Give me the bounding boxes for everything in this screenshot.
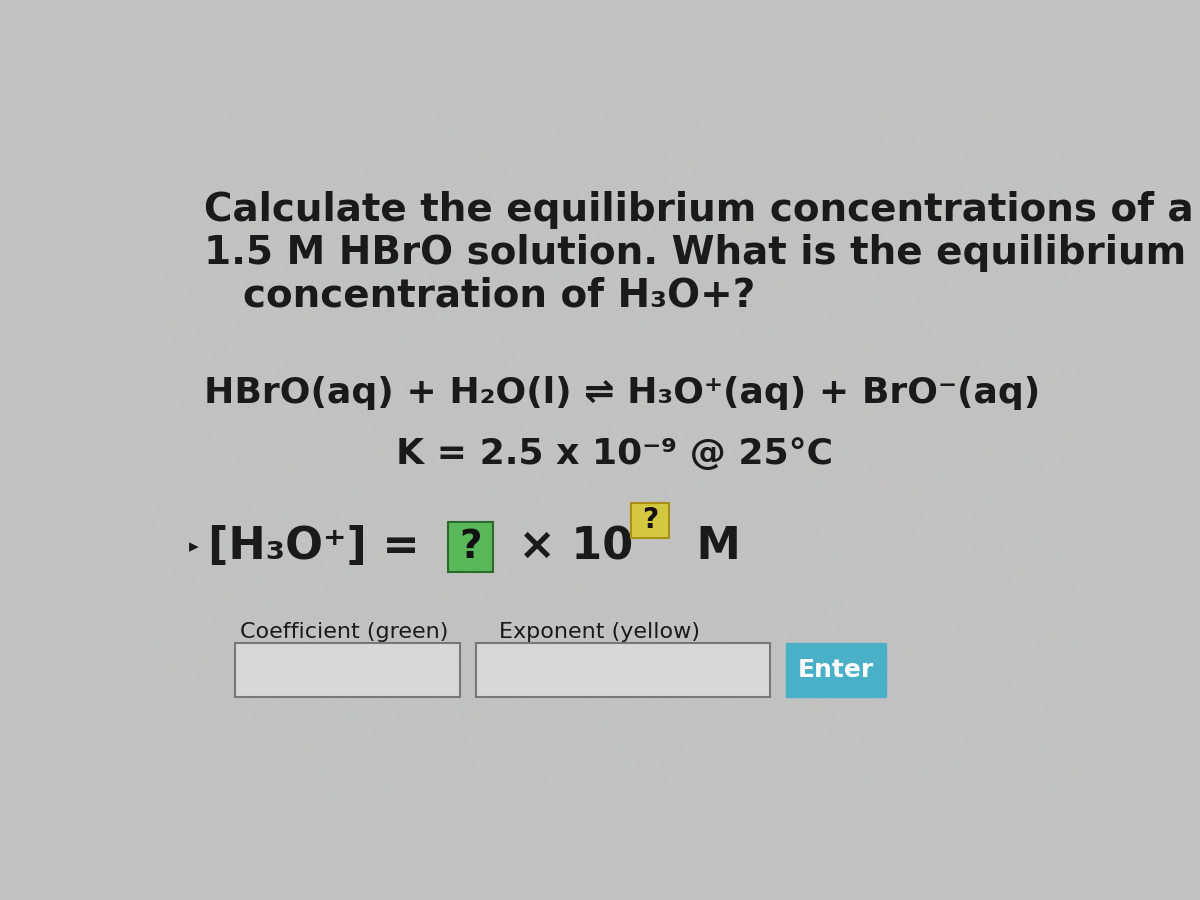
Text: ?: ? [642, 507, 658, 535]
Text: 1.5 M HBrO solution. What is the equilibrium: 1.5 M HBrO solution. What is the equilib… [204, 234, 1187, 272]
Text: [H₃O⁺] =: [H₃O⁺] = [208, 526, 436, 569]
Text: K = 2.5 x 10⁻⁹ @ 25°C: K = 2.5 x 10⁻⁹ @ 25°C [396, 437, 834, 472]
FancyBboxPatch shape [630, 503, 670, 537]
Text: ?: ? [460, 528, 482, 566]
FancyBboxPatch shape [786, 644, 887, 697]
FancyBboxPatch shape [235, 644, 460, 697]
Text: Coefficient (green): Coefficient (green) [240, 622, 448, 642]
Text: Calculate the equilibrium concentrations of a: Calculate the equilibrium concentrations… [204, 191, 1194, 229]
Text: × 10: × 10 [503, 526, 632, 569]
Text: ▸: ▸ [188, 537, 198, 556]
FancyBboxPatch shape [449, 522, 493, 572]
Text: concentration of H₃O+?: concentration of H₃O+? [242, 277, 755, 315]
Text: Enter: Enter [798, 658, 874, 682]
FancyBboxPatch shape [475, 644, 770, 697]
Text: Exponent (yellow): Exponent (yellow) [499, 622, 700, 642]
Text: HBrO(aq) + H₂O(l) ⇌ H₃O⁺(aq) + BrO⁻(aq): HBrO(aq) + H₂O(l) ⇌ H₃O⁺(aq) + BrO⁻(aq) [204, 376, 1040, 410]
Text: M: M [680, 526, 740, 569]
